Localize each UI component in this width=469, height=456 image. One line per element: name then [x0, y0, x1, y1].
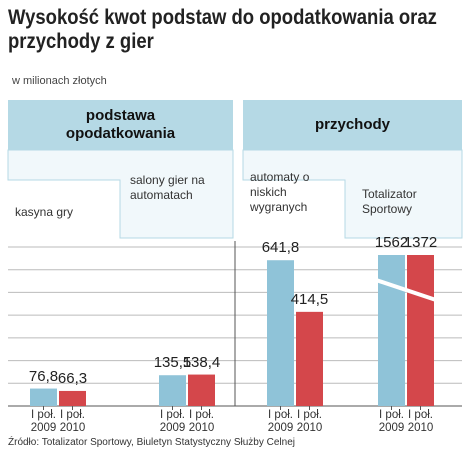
category-label: kasyna gry — [15, 205, 74, 219]
category-label: Totalizator Sportowy — [362, 187, 417, 216]
value-label: 414,5 — [290, 290, 329, 308]
bar — [30, 388, 57, 406]
x-tick-label: I poł. 2010 — [188, 409, 215, 434]
header-panel — [7, 149, 234, 239]
x-tick-label: I poł. 2010 — [59, 409, 86, 434]
source-note: Źródło: Totalizator Sportowy, Biuletyn S… — [8, 437, 295, 448]
value-label: 138,4 — [182, 353, 221, 371]
value-label: 135,5 — [153, 354, 192, 372]
axis-break — [369, 276, 443, 304]
x-tick-label: I poł. 2009 — [159, 409, 186, 434]
bar — [188, 374, 215, 406]
x-tick-label: I poł. 2009 — [30, 409, 57, 434]
value-label: 1562 — [374, 234, 409, 251]
bar — [378, 255, 405, 406]
group-header: podstawa opodatkowania — [8, 100, 233, 150]
bar — [407, 255, 434, 406]
bar — [296, 311, 323, 406]
bar — [59, 390, 86, 406]
value-label: 1372 — [403, 234, 438, 251]
x-tick-label: I poł. 2009 — [267, 409, 294, 434]
x-tick-label: I poł. 2010 — [407, 409, 434, 434]
group-header: przychody — [243, 100, 462, 150]
header-panel — [242, 149, 463, 239]
value-label: 66,3 — [57, 369, 88, 387]
value-label: 76,8 — [28, 367, 59, 385]
bar — [267, 260, 294, 406]
category-label: automaty o niskich wygranych — [250, 170, 310, 214]
value-label: 641,8 — [261, 239, 300, 257]
category-label: salony gier na automa­tach — [130, 173, 205, 202]
chart-subtitle: w milionach złotych — [12, 75, 107, 87]
x-tick-label: I poł. 2009 — [378, 409, 405, 434]
bar — [159, 375, 186, 406]
chart-title: Wysokość kwot podstaw do opodatkowania o… — [8, 6, 437, 53]
x-tick-label: I poł. 2010 — [296, 409, 323, 434]
